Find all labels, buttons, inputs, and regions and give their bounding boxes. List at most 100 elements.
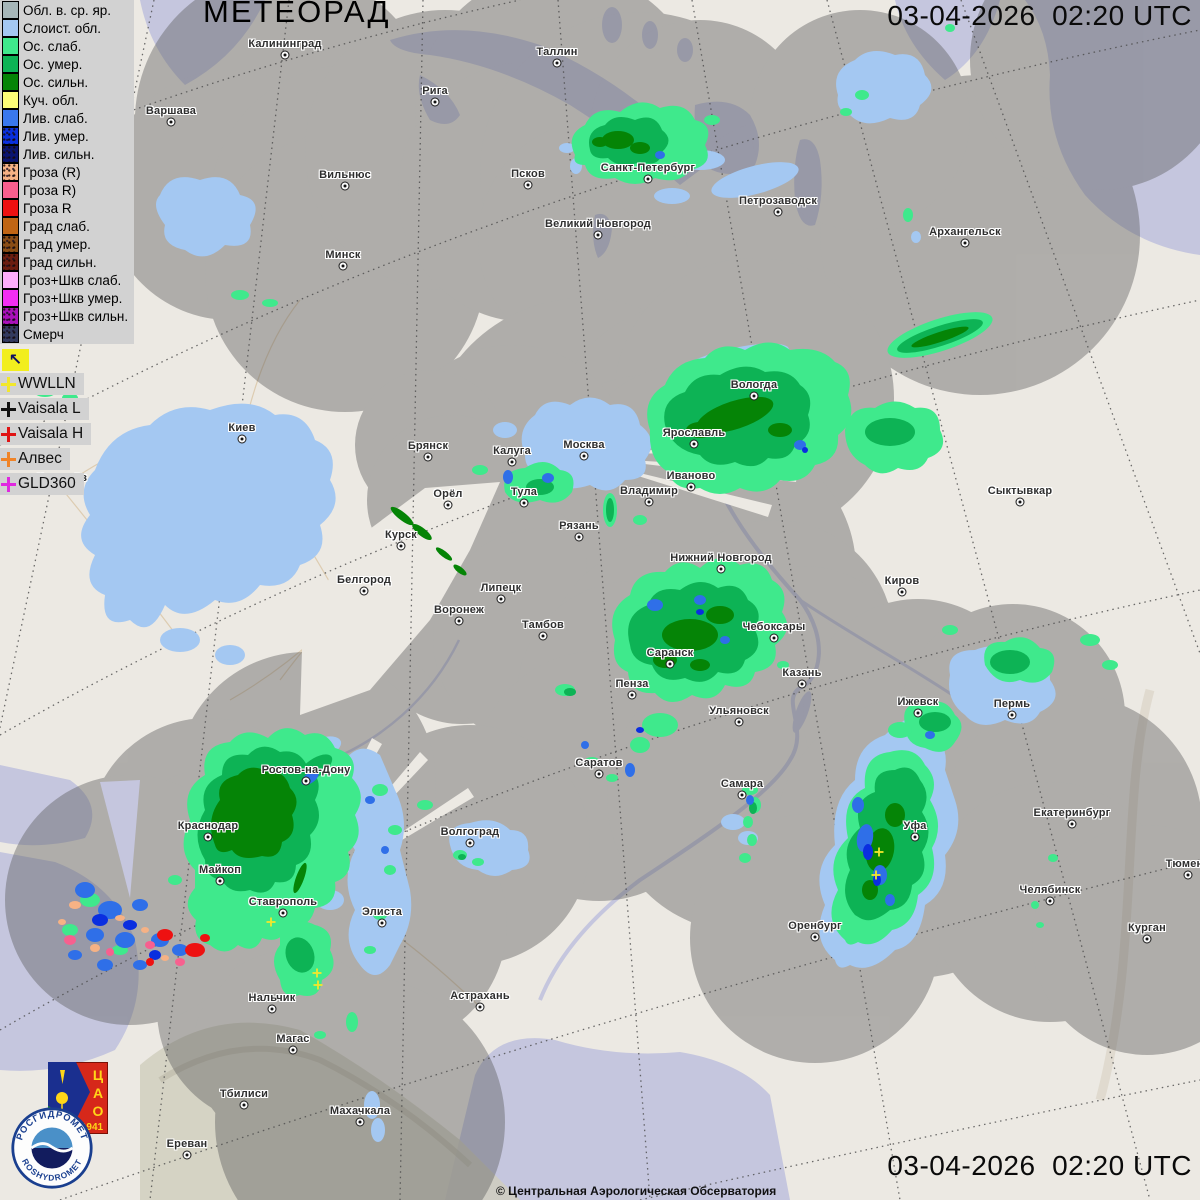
city-label: Петрозаводск <box>738 195 818 207</box>
city-marker <box>960 238 970 248</box>
city-label: Саратов <box>575 757 623 769</box>
city-label: Краснодар <box>177 820 239 832</box>
legend-color-swatch <box>2 217 19 235</box>
legend-color-swatch <box>2 271 19 289</box>
legend-item: Ос. умер. <box>0 55 134 73</box>
timestamp-bottom: 03-04-2026 02:20 UTC <box>887 1150 1192 1181</box>
legend-item-label: Лив. слаб. <box>23 110 88 126</box>
city-marker <box>430 97 440 107</box>
city-label: Ярославль <box>662 427 726 439</box>
city-marker <box>1067 819 1077 829</box>
city-label: Калининград <box>248 38 322 50</box>
city-marker <box>443 500 453 510</box>
city-label: Воронеж <box>434 604 484 616</box>
city-marker <box>627 690 637 700</box>
city-marker <box>643 174 653 184</box>
city-label: Ижевск <box>897 696 939 708</box>
legend-color-swatch <box>2 181 19 199</box>
city-marker <box>579 451 589 461</box>
lightning-network-item: Vaisala H <box>0 423 92 445</box>
city-label: Курган <box>1128 922 1166 934</box>
city-label: Сыктывкар <box>987 485 1053 497</box>
terrain-caucasus <box>140 688 1155 1200</box>
legend-item: Град умер. <box>0 235 134 253</box>
city-marker <box>267 1004 277 1014</box>
city-label: Самара <box>720 778 764 790</box>
city-label: Екатеринбург <box>1033 807 1111 819</box>
legend-color-swatch <box>2 73 19 91</box>
city-marker <box>644 497 654 507</box>
city-label: Архангельск <box>929 226 1001 238</box>
city-label: Оренбург <box>788 920 842 932</box>
lightning-network-item: Алвес <box>0 448 70 470</box>
legend-item-label: Гроза R <box>23 200 72 216</box>
legend-item-label: Град сильн. <box>23 254 97 270</box>
city-label: Великий Новгород <box>545 218 651 230</box>
city-label: Махачкала <box>329 1105 391 1117</box>
legend-item-label: Лив. умер. <box>23 128 89 144</box>
legend-item-label: Смерч <box>23 326 64 342</box>
city-marker <box>1015 497 1025 507</box>
city-marker <box>182 1150 192 1160</box>
city-label: Ереван <box>166 1138 208 1150</box>
lightning-cross-icon <box>1 451 16 467</box>
cao-letter-2: А <box>93 1085 103 1101</box>
city-marker <box>538 631 548 641</box>
legend-item-label: Град слаб. <box>23 218 90 234</box>
wwlln-strike-icon <box>871 870 881 880</box>
legend-item: Ос. слаб. <box>0 37 134 55</box>
city-label: Нальчик <box>248 992 296 1004</box>
city-marker <box>203 832 213 842</box>
lightning-networks-legend: WWLLN Vaisala L Vaisala H Алвес GLD360 <box>0 373 92 498</box>
city-label: Варшава <box>145 105 197 117</box>
legend-item: Лив. сильн. <box>0 145 134 163</box>
city-marker <box>288 1045 298 1055</box>
cao-letter-1: Ц <box>93 1067 104 1083</box>
city-label: Ставрополь <box>248 896 318 908</box>
city-label: Майкоп <box>198 864 242 876</box>
city-marker <box>278 908 288 918</box>
tornado-direction-icon: ↖ <box>2 349 29 371</box>
city-label: Таллин <box>536 46 578 58</box>
legend-item-label: Гроза R) <box>23 182 77 198</box>
city-label: Волгоград <box>440 826 500 838</box>
city-marker <box>686 482 696 492</box>
city-marker <box>465 838 475 848</box>
roshydromet-logo: РОСГИДРОМЕТ ROSHYDROMET <box>11 1107 93 1189</box>
legend-item-label: Гроз+Шкв умер. <box>23 290 123 306</box>
legend-color-swatch <box>2 163 19 181</box>
lightning-network-label: GLD360 <box>18 475 76 492</box>
city-marker <box>1007 710 1017 720</box>
timestamp-top: 03-04-2026 02:20 UTC <box>887 0 1192 31</box>
legend-item: Град сильн. <box>0 253 134 271</box>
legend-item: Смерч <box>0 325 134 343</box>
legend-item-label: Гроз+Шкв слаб. <box>23 272 122 288</box>
legend-item: Ос. сильн. <box>0 73 134 91</box>
legend-item-label: Слоист. обл. <box>23 20 102 36</box>
legend-color-swatch <box>2 289 19 307</box>
rivers <box>329 429 961 1001</box>
city-marker <box>810 932 820 942</box>
city-label: Белгород <box>336 574 392 586</box>
city-marker <box>769 633 779 643</box>
city-marker <box>734 717 744 727</box>
city-label: Астрахань <box>450 990 510 1002</box>
legend-color-swatch <box>2 145 19 163</box>
city-marker <box>475 1002 485 1012</box>
city-marker <box>280 50 290 60</box>
legend-color-swatch <box>2 325 19 343</box>
legend-item-label: Ос. сильн. <box>23 74 89 90</box>
city-marker <box>523 180 533 190</box>
city-label: Калуга <box>493 445 531 457</box>
cao-letter-3: О <box>93 1103 104 1119</box>
city-label: Ростов-на-Дону <box>261 764 351 776</box>
wwlln-strike-icon <box>266 917 276 927</box>
city-label: Элиста <box>361 906 403 918</box>
wwlln-strike-icon <box>312 968 322 978</box>
legend-color-swatch <box>2 19 19 37</box>
city-marker <box>377 918 387 928</box>
city-label: Вильнюс <box>319 169 371 181</box>
city-marker <box>215 876 225 886</box>
city-marker <box>897 587 907 597</box>
